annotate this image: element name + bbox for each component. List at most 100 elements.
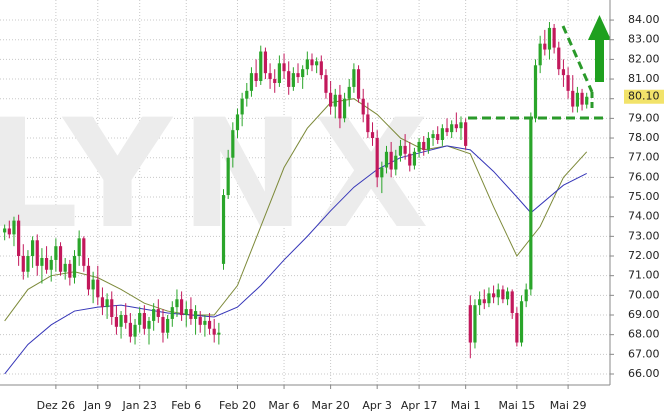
x-tick-label: Feb 6 (171, 399, 201, 412)
candle-body (491, 293, 496, 298)
candle-body (221, 195, 226, 264)
candle-body (114, 316, 119, 327)
candle-body (198, 316, 202, 325)
candle-body (249, 73, 254, 91)
x-tick-label: Jan 9 (83, 399, 111, 412)
candle-body (63, 263, 67, 272)
candle-body (105, 299, 109, 308)
x-tick-label: Mar 6 (268, 399, 299, 412)
candle-body (259, 51, 263, 82)
watermark: LYNX (0, 88, 437, 262)
y-tick-label: 72.00 (628, 249, 660, 262)
candle-body (273, 79, 277, 83)
candle-body (184, 309, 188, 315)
candle-body (77, 238, 81, 257)
candle-body (408, 153, 412, 166)
candle-body (49, 259, 53, 270)
candle-body (533, 65, 538, 119)
plot-area (0, 0, 610, 385)
candle-body (156, 309, 160, 317)
candle-body (394, 155, 398, 170)
candle-body (291, 73, 295, 87)
candle-body (142, 313, 146, 329)
candles (3, 22, 589, 359)
candle-body (277, 63, 281, 83)
y-tick-label: 66.00 (628, 367, 660, 380)
grid (0, 0, 610, 385)
candle-body (133, 324, 137, 337)
candle-body (3, 228, 7, 233)
candle-body (305, 59, 309, 70)
candle-body (398, 145, 403, 156)
candle-body (454, 124, 458, 129)
candle-body (333, 94, 337, 107)
x-tick-label: Feb 20 (219, 399, 256, 412)
last-price-label: 80.10 (628, 90, 660, 103)
y-tick-label: 68.00 (628, 328, 660, 341)
candle-body (585, 96, 589, 105)
candle-body (412, 151, 417, 166)
candle-body (180, 299, 184, 315)
candle-body (54, 246, 58, 260)
candle-body (17, 220, 21, 257)
candle-body (356, 69, 361, 99)
candle-body (473, 305, 477, 343)
candle-body (147, 320, 151, 329)
y-tick-label: 84.00 (628, 13, 660, 26)
candle-body (342, 98, 347, 119)
candle-body (35, 240, 39, 266)
candle-body (338, 94, 342, 119)
candle-body (529, 118, 533, 290)
candle-body (580, 92, 584, 105)
candle-body (547, 27, 552, 50)
arrow-shaft (595, 38, 604, 82)
axes: 66.00 67.00 68.00 69.00 70.00 71.00 72.00 73.00… (37, 13, 664, 412)
candle-body (329, 92, 333, 107)
candle-body (170, 307, 174, 319)
y-tick-label: 79.00 (628, 111, 660, 124)
candle-body (166, 318, 170, 333)
x-tick-label: Dez 26 (37, 399, 76, 412)
candle-body (72, 256, 77, 278)
y-tick-label: 70.00 (628, 288, 660, 301)
candle-body (384, 151, 389, 168)
candle-body (566, 75, 570, 91)
candle-body (375, 138, 379, 178)
y-tick-label: 75.00 (628, 190, 660, 203)
candle-body (380, 167, 384, 178)
candle-body (571, 90, 575, 107)
candle-body (124, 315, 128, 323)
candle-body (226, 157, 230, 196)
candle-body (268, 73, 272, 80)
candle-body (240, 98, 244, 115)
candle-body (417, 141, 421, 152)
candle-body (235, 114, 240, 131)
candle-body (426, 138, 430, 150)
candle-body (445, 128, 449, 133)
candle-body (96, 279, 100, 298)
candle-body (189, 309, 193, 319)
candle-body (505, 291, 510, 300)
candle-body (361, 98, 365, 115)
y-tick-label: 67.00 (628, 347, 660, 360)
candle-body (519, 301, 524, 343)
y-tick-label: 76.00 (628, 170, 660, 183)
candle-body (212, 328, 216, 335)
candle-body (538, 43, 542, 66)
candle-body (207, 320, 212, 329)
candle-body (501, 289, 505, 300)
annotations (468, 15, 611, 120)
candle-body (152, 309, 156, 321)
candle-body (487, 293, 491, 304)
candle-body (161, 316, 165, 333)
candle-body (315, 61, 319, 66)
candle-body (459, 122, 463, 129)
candle-body (21, 256, 25, 272)
moving-average (4, 98, 588, 322)
candle-body (301, 69, 305, 78)
x-tick-label: Apr 17 (401, 399, 438, 412)
candle-body (510, 291, 514, 314)
x-tick-label: Mai 15 (498, 399, 535, 412)
candle-body (557, 47, 561, 70)
